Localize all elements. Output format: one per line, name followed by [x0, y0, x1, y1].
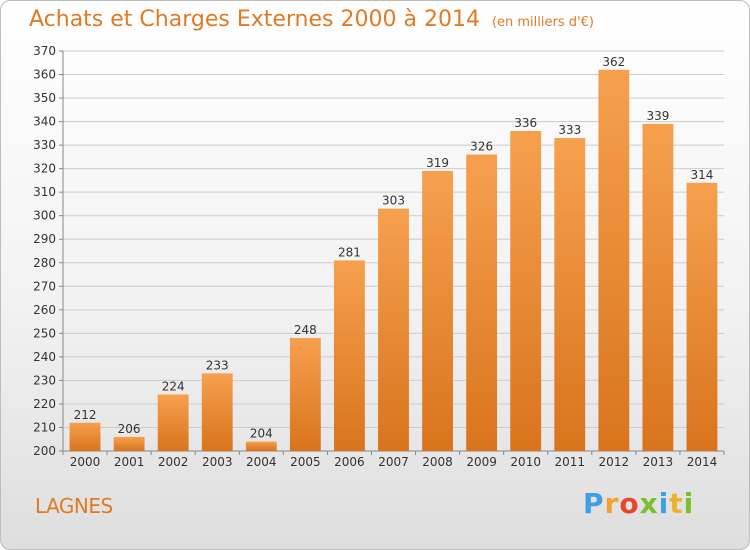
bar	[113, 436, 145, 451]
bar	[201, 373, 233, 451]
bar-value-label: 224	[162, 380, 185, 394]
bar-value-label: 248	[294, 323, 317, 337]
y-tick-label: 350	[33, 91, 56, 105]
bar-value-label: 319	[426, 156, 449, 170]
y-tick-label: 290	[33, 232, 56, 246]
bar-value-label: 204	[250, 427, 273, 441]
x-tick-label: 2014	[687, 455, 718, 469]
bar	[642, 123, 674, 452]
bar	[334, 260, 365, 451]
bar	[598, 69, 630, 451]
x-tick-label: 2012	[599, 455, 630, 469]
bar	[422, 171, 453, 451]
x-tick-label: 2008	[422, 455, 453, 469]
x-tick-label: 2000	[70, 455, 101, 469]
bar	[466, 154, 498, 451]
x-tick-label: 2001	[114, 455, 145, 469]
bar-value-label: 233	[206, 358, 229, 372]
bar-value-label: 333	[558, 123, 581, 137]
bar	[378, 208, 409, 451]
bar	[157, 394, 189, 451]
x-tick-label: 2006	[334, 455, 365, 469]
x-tick-label: 2010	[510, 455, 541, 469]
y-tick-label: 230	[33, 373, 56, 387]
y-tick-label: 370	[33, 44, 56, 58]
y-tick-label: 360	[33, 68, 56, 82]
bar	[510, 131, 542, 451]
bar-value-label: 362	[602, 55, 625, 69]
bar-value-label: 206	[118, 422, 141, 436]
bar-value-label: 303	[382, 194, 405, 208]
y-tick-label: 200	[33, 444, 56, 458]
x-tick-label: 2005	[290, 455, 321, 469]
y-tick-label: 340	[33, 115, 56, 129]
x-tick-label: 2011	[554, 455, 585, 469]
y-tick-label: 210	[33, 420, 56, 434]
bar	[289, 338, 321, 451]
y-tick-label: 270	[33, 279, 56, 293]
bar-value-label: 336	[514, 116, 537, 130]
bar	[554, 138, 586, 451]
y-tick-label: 260	[33, 303, 56, 317]
y-tick-label: 300	[33, 209, 56, 223]
y-tick-label: 330	[33, 138, 56, 152]
y-tick-label: 250	[33, 326, 56, 340]
y-tick-label: 220	[33, 397, 56, 411]
bar-value-label: 339	[646, 109, 669, 123]
bar-value-label: 314	[691, 168, 714, 182]
x-tick-label: 2009	[466, 455, 497, 469]
x-tick-label: 2004	[246, 455, 277, 469]
chart-unit: (en milliers d'€)	[491, 15, 594, 30]
commune-name: LAGNES	[35, 494, 113, 518]
x-tick-label: 2013	[643, 455, 674, 469]
x-tick-label: 2002	[158, 455, 189, 469]
bar	[686, 182, 718, 451]
bar	[69, 422, 101, 451]
y-tick-label: 310	[33, 185, 56, 199]
bar-value-label: 212	[74, 408, 97, 422]
chart-title-text: Achats et Charges Externes 2000 à 2014	[29, 7, 480, 32]
y-tick-label: 320	[33, 162, 56, 176]
proxiti-logo: Proxiti	[583, 487, 695, 520]
y-tick-label: 240	[33, 350, 56, 364]
x-tick-label: 2007	[378, 455, 409, 469]
bar-value-label: 326	[470, 140, 493, 154]
bar	[245, 441, 277, 451]
bar-value-label: 281	[338, 245, 361, 259]
x-tick-label: 2003	[202, 455, 233, 469]
y-tick-label: 280	[33, 256, 56, 270]
chart-title: Achats et Charges Externes 2000 à 2014 (e…	[29, 7, 594, 32]
